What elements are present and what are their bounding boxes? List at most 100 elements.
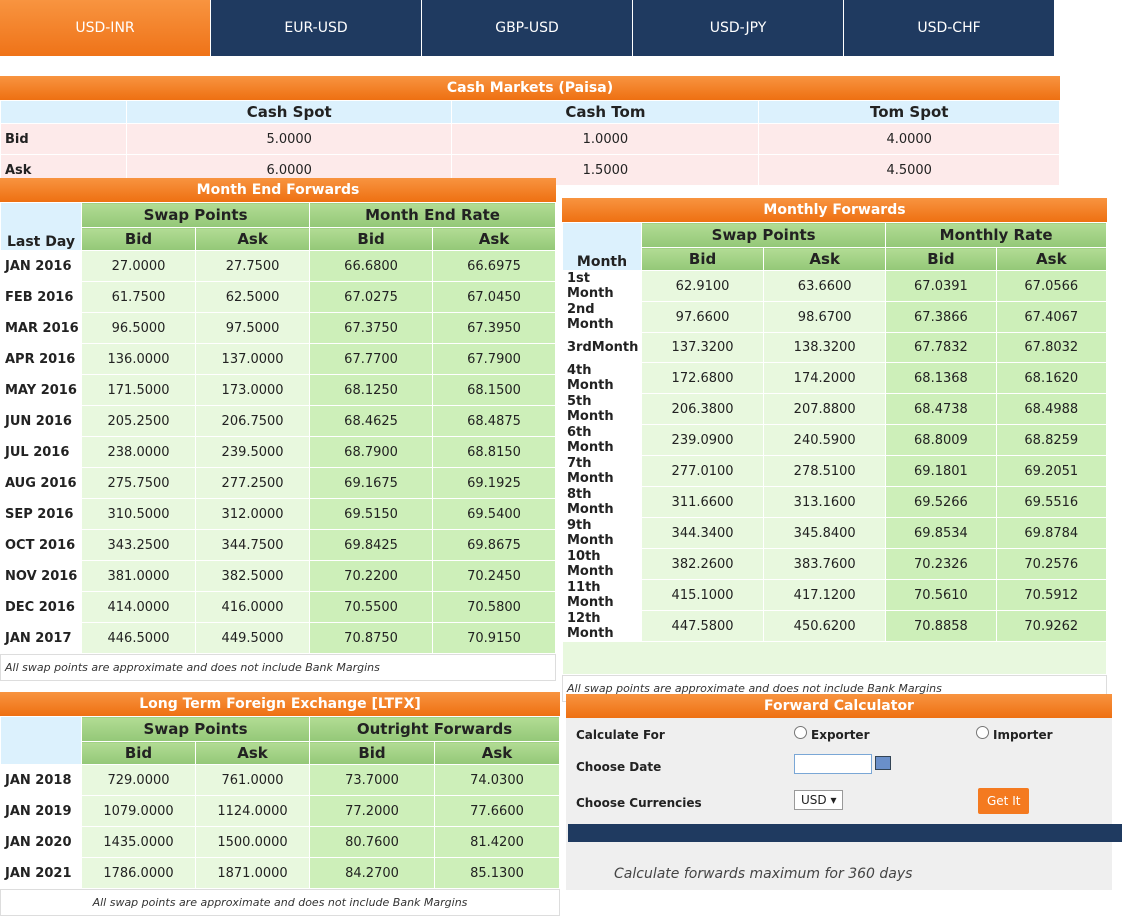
cell: 69.5150 (309, 498, 434, 530)
radio-option[interactable]: Exporter (794, 726, 869, 742)
cell: 69.1801 (885, 455, 997, 487)
tab[interactable]: GBP-USD (422, 0, 633, 56)
cell: 98.6700 (763, 301, 887, 333)
cell: 1124.0000 (195, 795, 311, 827)
cell: 206.3800 (640, 393, 765, 425)
row-label: JAN 2019 (0, 795, 82, 827)
data-row: 5th Month 206.3800 207.8800 68.4738 68.4988 (562, 393, 1108, 425)
cell: 73.7000 (309, 764, 435, 796)
cell: 447.5800 (640, 610, 765, 642)
cell: 68.1250 (309, 374, 434, 406)
cell: 137.0000 (195, 343, 311, 375)
cell: 416.0000 (195, 591, 311, 623)
cell: 1786.0000 (80, 857, 197, 889)
data-row: JAN 2018 729.0000 761.0000 73.7000 74.0300 (0, 764, 560, 796)
cell: 137.3200 (640, 332, 765, 363)
currency-select[interactable]: USD ▾ (794, 790, 844, 810)
cell: 171.5000 (80, 374, 197, 406)
data-row: 11th Month 415.1000 417.1200 70.5610 70.5912 (562, 579, 1108, 611)
row-label: 6th Month (562, 424, 642, 456)
row-label: OCT 2016 (0, 529, 82, 561)
cell: 67.4067 (995, 301, 1108, 333)
cell: 84.2700 (309, 857, 435, 889)
corner (0, 716, 82, 765)
radio[interactable] (976, 726, 989, 739)
cell: 68.7900 (309, 436, 434, 468)
sub-header: Ask (434, 741, 560, 765)
cell: 67.0275 (309, 281, 434, 313)
cell: 70.8858 (885, 610, 997, 642)
cell: 66.6800 (309, 250, 434, 282)
cell: 67.0566 (995, 270, 1108, 302)
cell: 275.7500 (80, 467, 197, 499)
cell: 138.3200 (763, 332, 887, 363)
date-input[interactable] (794, 754, 872, 774)
radio-option[interactable]: Importer (976, 726, 1053, 742)
tab[interactable]: USD-CHF (844, 0, 1055, 56)
cell: 238.0000 (80, 436, 197, 468)
section-title: Month End Forwards (0, 178, 556, 202)
sub-header: Bid (309, 741, 435, 765)
filler (562, 641, 1107, 675)
cell: 68.8150 (432, 436, 556, 468)
cash-markets: Cash Markets (Paisa) Cash Spot Cash Tom Tom… (0, 76, 1060, 186)
cell: 67.7900 (432, 343, 556, 375)
cell: 74.0300 (434, 764, 560, 796)
cell: 4.5000 (758, 154, 1060, 186)
data-row: 12th Month 447.5800 450.6200 70.8858 70.9262 (562, 610, 1108, 642)
tab[interactable]: USD-INR (0, 0, 211, 56)
cell: 69.8534 (885, 517, 997, 549)
column-header: Cash Spot (125, 100, 453, 124)
data-row: 8th Month 311.6600 313.1600 69.5266 69.5516 (562, 486, 1108, 518)
row-label: JUL 2016 (0, 436, 82, 468)
cell: 172.6800 (640, 362, 765, 394)
cell: 68.4875 (432, 405, 556, 437)
cell: 761.0000 (195, 764, 311, 796)
tab[interactable]: EUR-USD (211, 0, 422, 56)
data-row: 7th Month 277.0100 278.5100 69.1801 69.2051 (562, 455, 1108, 487)
cell: 344.7500 (195, 529, 311, 561)
cell: 69.2051 (995, 455, 1108, 487)
row-label: SEP 2016 (0, 498, 82, 530)
cell: 206.7500 (195, 405, 311, 437)
row-label: JAN 2018 (0, 764, 82, 796)
cell: 312.0000 (195, 498, 311, 530)
sub-header: Bid (80, 741, 197, 765)
row-label: 9th Month (562, 517, 642, 549)
cell: 67.3950 (432, 312, 556, 344)
cell: 68.4738 (885, 393, 997, 425)
sub-header: Bid (309, 227, 434, 251)
data-row: NOV 2016 381.0000 382.5000 70.2200 70.2450 (0, 560, 556, 592)
group-header: Outright Forwards (309, 716, 560, 742)
data-row: 10th Month 382.2600 383.7600 70.2326 70.2576 (562, 548, 1108, 580)
group-row: Last Day Swap Points Month End Rate (0, 202, 556, 251)
cell: 240.5900 (763, 424, 887, 456)
cash-table: Cash Spot Cash Tom Tom Spot Bid 5.0000 1.0000… (0, 100, 1060, 186)
cell: 207.8800 (763, 393, 887, 425)
cell: 67.7832 (885, 332, 997, 363)
tab[interactable]: USD-JPY (633, 0, 844, 56)
radio[interactable] (794, 726, 807, 739)
sub-header: Bid (640, 247, 765, 271)
cell: 1435.0000 (80, 826, 197, 858)
get-it-button[interactable]: Get It (978, 788, 1030, 814)
row-label: 11th Month (562, 579, 642, 611)
monthly-forwards: Monthly Forwards Month Swap Points Monthly … (562, 198, 1108, 702)
radio-label: Importer (993, 728, 1053, 742)
cell: 67.3866 (885, 301, 997, 333)
cell: 415.1000 (640, 579, 765, 611)
row-label: 3rdMonth (562, 332, 642, 363)
calendar-icon[interactable] (875, 756, 891, 770)
cell: 61.7500 (80, 281, 197, 313)
data-row: JUL 2016 238.0000 239.5000 68.7900 68.8150 (0, 436, 556, 468)
cell: 81.4200 (434, 826, 560, 858)
cell: 414.0000 (80, 591, 197, 623)
cell: 70.5800 (432, 591, 556, 623)
data-row: AUG 2016 275.7500 277.2500 69.1675 69.1925 (0, 467, 556, 499)
cell: 70.2326 (885, 548, 997, 580)
calc-body: Calculate For Exporter Importer Choose Date… (566, 718, 1122, 890)
corner: Last Day (0, 202, 82, 251)
calc-note: Calculate forwards maximum for 360 days (614, 866, 913, 882)
